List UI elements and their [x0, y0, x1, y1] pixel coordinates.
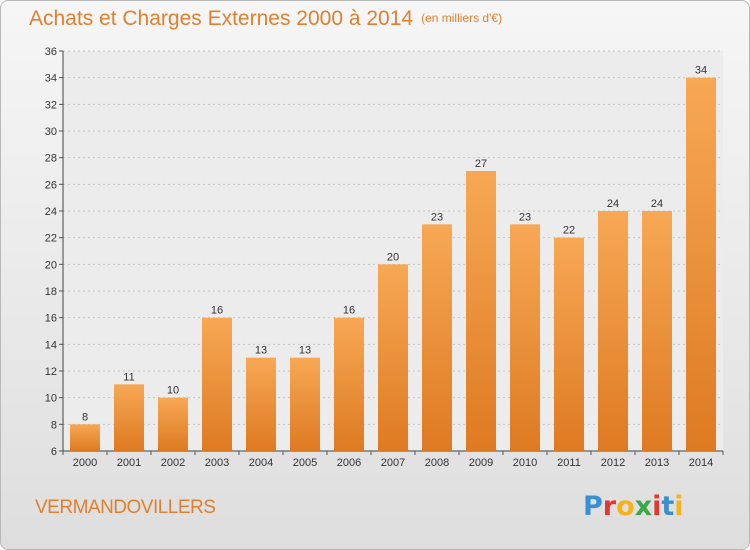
bar-value-label: 20: [387, 251, 399, 263]
x-tick-label: 2010: [513, 457, 537, 469]
x-tick-label: 2008: [425, 457, 449, 469]
y-tick-label: 32: [45, 99, 57, 111]
bar-value-label: 13: [255, 345, 267, 357]
bar: [642, 211, 672, 451]
x-tick-label: 2003: [205, 457, 229, 469]
bar: [114, 384, 144, 451]
brand-letter: t: [661, 491, 675, 522]
x-tick-label: 2000: [73, 457, 97, 469]
y-tick-label: 16: [45, 313, 57, 325]
y-tick-label: 30: [45, 126, 57, 138]
bar-value-label: 22: [563, 225, 575, 237]
bar: [422, 224, 452, 451]
brand-letter: r: [602, 491, 617, 522]
bar: [70, 424, 100, 451]
proxiti-logo: Proxiti: [583, 491, 684, 522]
bar: [290, 357, 320, 451]
y-tick-label: 20: [45, 259, 57, 271]
x-tick-label: 2014: [689, 457, 713, 469]
y-tick-label: 12: [45, 366, 57, 378]
x-tick-label: 2001: [117, 457, 141, 469]
brand-letter: x: [634, 491, 653, 522]
chart-title: Achats et Charges Externes 2000 à 2014 (e…: [29, 7, 502, 31]
bar: [510, 224, 540, 451]
bar-value-label: 24: [607, 198, 619, 210]
bar: [466, 171, 496, 451]
bar-value-label: 23: [431, 211, 443, 223]
chart-title-text: Achats et Charges Externes 2000 à 2014: [29, 7, 414, 30]
y-tick-label: 34: [45, 73, 57, 85]
bar-value-label: 8: [82, 411, 88, 423]
x-tick-label: 2009: [469, 457, 493, 469]
y-tick-label: 28: [45, 153, 57, 165]
bar: [158, 397, 188, 451]
brand-letter: i: [652, 491, 662, 522]
y-tick-label: 18: [45, 286, 57, 298]
bar-value-label: 11: [123, 371, 134, 383]
x-tick-label: 2004: [249, 457, 273, 469]
brand-letter: P: [583, 491, 603, 522]
y-tick-label: 22: [45, 233, 57, 245]
y-tick-label: 14: [45, 339, 57, 351]
x-tick-label: 2006: [337, 457, 361, 469]
chart-unit: (en milliers d'€): [421, 11, 503, 25]
y-tick-label: 36: [45, 46, 57, 58]
bar: [202, 317, 232, 451]
bar-value-label: 10: [167, 385, 179, 397]
y-tick-label: 24: [45, 206, 57, 218]
location-label: VERMANDOVILLERS: [35, 497, 216, 518]
bar: [686, 77, 716, 452]
x-tick-label: 2013: [645, 457, 669, 469]
bar: [554, 237, 584, 451]
bar-value-label: 34: [695, 65, 707, 77]
y-tick-label: 26: [45, 179, 57, 191]
bar-value-label: 13: [299, 345, 311, 357]
bar-value-label: 24: [651, 198, 663, 210]
bar: [246, 357, 276, 451]
y-tick-label: 10: [45, 393, 57, 405]
bar: [334, 317, 364, 451]
x-tick-label: 2005: [293, 457, 317, 469]
y-tick-label: 8: [51, 419, 57, 431]
bar-value-label: 23: [519, 211, 531, 223]
bar: [598, 211, 628, 451]
x-tick-label: 2012: [601, 457, 625, 469]
y-tick-label: 6: [51, 446, 57, 458]
bar-value-label: 16: [211, 305, 223, 317]
brand-letter: i: [674, 491, 684, 522]
bar-value-label: 27: [475, 158, 487, 170]
x-tick-label: 2011: [557, 457, 581, 469]
brand-letter: o: [616, 491, 635, 522]
bar-value-label: 16: [343, 305, 355, 317]
x-tick-label: 2002: [161, 457, 185, 469]
x-tick-label: 2007: [381, 457, 405, 469]
bar: [378, 264, 408, 451]
